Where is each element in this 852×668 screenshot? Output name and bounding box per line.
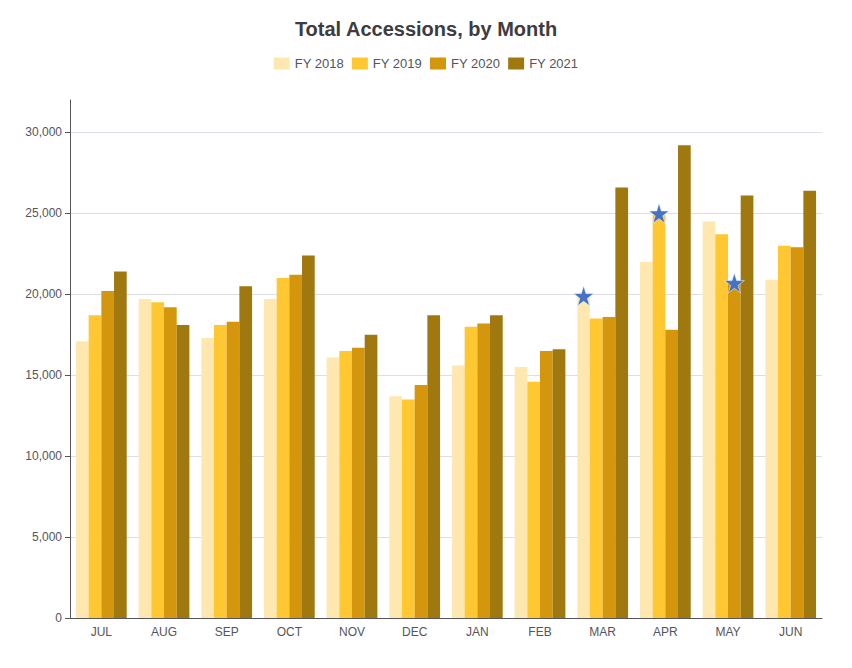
svg-text:MAR: MAR: [589, 625, 616, 639]
svg-text:20,000: 20,000: [25, 287, 62, 301]
svg-text:5,000: 5,000: [32, 530, 62, 544]
svg-text:0: 0: [55, 611, 62, 625]
svg-text:FEB: FEB: [528, 625, 551, 639]
svg-text:FY 2018: FY 2018: [295, 56, 344, 71]
svg-text:SEP: SEP: [215, 625, 239, 639]
svg-text:Total Accessions, by Month: Total Accessions, by Month: [295, 18, 557, 40]
svg-text:AUG: AUG: [151, 625, 177, 639]
svg-text:JAN: JAN: [466, 625, 489, 639]
svg-text:FY 2019: FY 2019: [373, 56, 422, 71]
svg-text:OCT: OCT: [277, 625, 303, 639]
svg-text:10,000: 10,000: [25, 449, 62, 463]
svg-text:30,000: 30,000: [25, 125, 62, 139]
svg-text:JUL: JUL: [91, 625, 113, 639]
svg-text:APR: APR: [653, 625, 678, 639]
svg-text:NOV: NOV: [339, 625, 365, 639]
svg-text:JUN: JUN: [779, 625, 802, 639]
svg-text:15,000: 15,000: [25, 368, 62, 382]
svg-text:25,000: 25,000: [25, 206, 62, 220]
svg-text:FY 2021: FY 2021: [529, 56, 578, 71]
svg-text:MAY: MAY: [715, 625, 740, 639]
svg-text:DEC: DEC: [402, 625, 428, 639]
svg-text:FY 2020: FY 2020: [451, 56, 500, 71]
